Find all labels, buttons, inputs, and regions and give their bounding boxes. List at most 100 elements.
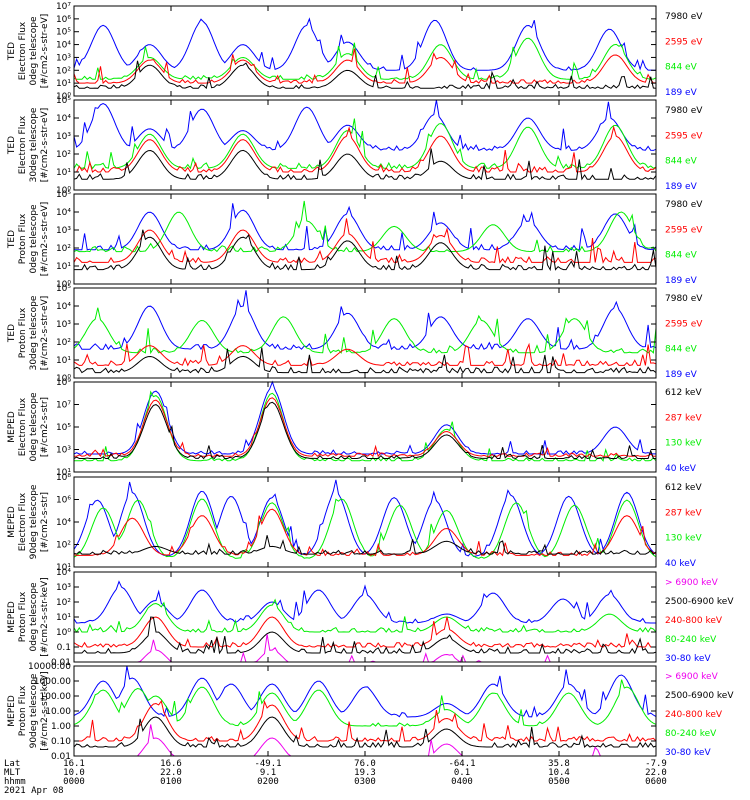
y-tick-label: 10³ (56, 53, 71, 63)
series-trace-1 (73, 99, 657, 152)
y-axis-label: Proton Flux (18, 213, 28, 264)
series-trace-2 (73, 307, 657, 355)
legend-entry: 7980 eV (665, 106, 703, 116)
footer-value: -7.9 (645, 759, 667, 769)
footer-row-label: 2021 Apr 08 (4, 786, 64, 796)
y-axis-label: Proton Flux (18, 591, 28, 642)
y-tick-label: 10¹ (56, 79, 71, 89)
legend-entry: 287 keV (665, 413, 702, 423)
footer-value: 0000 (63, 777, 85, 787)
series-trace-2 (73, 598, 657, 633)
chart-panel-5: 10¹ 10³ 10⁵ 10⁷ 10⁹ MEPED Electron Flux 0deg te… (7, 378, 702, 478)
y-axis-label: Proton Flux (18, 307, 28, 358)
series-trace-3 (73, 616, 656, 648)
y-axis-label: [#/cm2-s-str-eV] (40, 108, 50, 183)
y-tick-label: 10⁰ (56, 186, 71, 196)
footer-value: 0600 (645, 777, 667, 787)
series-trace-3 (73, 508, 657, 557)
y-tick-label: 10³ (56, 132, 71, 142)
y-axis-label: TED (7, 42, 17, 61)
y-axis-label: [#/cm2-s-str-eV] (40, 14, 50, 89)
y-tick-label: 10⁰ (56, 280, 71, 290)
y-axis-label: [#/cm2-s-str-eV] (40, 202, 50, 277)
y-tick-label: 10⁴ (56, 302, 71, 312)
y-axis-label: TED (7, 230, 17, 249)
y-tick-label: 1000.00 (34, 677, 71, 687)
y-axis-label: 0deg telescope (29, 16, 39, 86)
chart-panel-1: 10⁰ 10¹ 10² 10³ 10⁴ 10⁵ 10⁶ 10⁷ TED Electron Flux… (7, 2, 703, 102)
chart-panel-4: 10⁰ 10¹ 10² 10³ 10⁴ 10⁵ TED Proton Flux 30deg te… (7, 284, 703, 384)
legend-entry: 30-80 keV (665, 654, 711, 664)
y-axis-label: [#/cm2-s-str-keV] (40, 577, 50, 656)
y-tick-label: 0.01 (51, 752, 71, 762)
footer-value: 35.8 (548, 759, 570, 769)
y-axis-label: Proton Flux (18, 685, 28, 736)
footer-value: 0.1 (454, 768, 470, 778)
series-trace-1 (74, 203, 657, 251)
y-tick-label: 10¹ (56, 468, 71, 478)
footer-value: 0200 (257, 777, 279, 787)
y-tick-label: 10.00 (45, 707, 71, 717)
footer-value: 22.0 (160, 768, 182, 778)
y-axis-label: [#/cm2-s-str-keV] (40, 671, 50, 750)
legend-entry: 240-800 keV (665, 616, 723, 626)
series-trace-1 (73, 580, 656, 624)
series-trace-2 (73, 118, 657, 170)
series-trace-4 (73, 716, 657, 749)
legend-entry: 240-800 keV (665, 710, 723, 720)
legend-entry: 7980 eV (665, 294, 703, 304)
y-axis-label: [#/cm2-s-str] (40, 397, 50, 457)
legend-entry: 2500-6900 keV (665, 691, 734, 701)
footer-row-label: hhmm (4, 777, 26, 787)
series-trace-4 (74, 616, 657, 655)
legend-entry: 612 keV (665, 388, 702, 398)
y-tick-label: 0.01 (51, 658, 71, 668)
y-tick-label: 10¹ (56, 563, 71, 573)
y-tick-label: 10¹ (56, 356, 71, 366)
y-tick-label: 10⁰ (56, 374, 71, 384)
y-tick-label: 10¹ (56, 613, 71, 623)
series-trace-4 (74, 229, 657, 272)
legend-entry: 2595 eV (665, 131, 703, 141)
y-axis-label: 90deg telescope (29, 484, 39, 559)
legend-entry: 2595 eV (665, 37, 703, 47)
y-tick-label: 100.00 (40, 692, 72, 702)
legend-entry: 2500-6900 keV (665, 597, 734, 607)
series-trace-1 (73, 380, 656, 455)
series-trace-4 (73, 535, 657, 556)
legend-entry: 30-80 keV (665, 748, 711, 758)
panel-frame (73, 381, 657, 473)
y-axis-label: Electron Flux (18, 492, 28, 551)
legend-entry: 189 eV (665, 370, 698, 380)
y-axis-label: 30deg telescope (29, 295, 39, 370)
footer-value: 0400 (451, 777, 473, 787)
series-trace-1 (73, 290, 657, 351)
legend-entry: 40 keV (665, 464, 697, 474)
series-trace-3 (73, 218, 657, 264)
chart-panel-6: 10¹ 10² 10⁴ 10⁶ 10⁸ MEPED Electron Flux 90deg t… (7, 473, 702, 573)
legend-entry: 80-240 keV (665, 729, 717, 739)
chart-panel-3: 10⁰ 10¹ 10² 10³ 10⁴ 10⁵ TED Proton Flux 0deg tel… (7, 190, 703, 290)
footer-value: 16.1 (63, 759, 85, 769)
legend-entry: 189 eV (665, 182, 698, 192)
footer-value: 0300 (354, 777, 376, 787)
legend-entry: 189 eV (665, 88, 698, 98)
y-tick-label: 10¹ (56, 168, 71, 178)
series-trace-2 (73, 679, 657, 727)
y-tick-label: 10⁰ (56, 628, 71, 638)
series-trace-2 (73, 200, 657, 253)
series-trace-3 (73, 48, 657, 85)
y-axis-label: TED (7, 324, 17, 343)
series-trace-4 (73, 401, 656, 460)
y-tick-label: 10³ (56, 226, 71, 236)
footer-value: 22.0 (645, 768, 667, 778)
series-trace-2 (73, 37, 657, 81)
footer-value: -64.1 (448, 759, 475, 769)
y-tick-label: 10⁶ (56, 496, 71, 506)
y-tick-label: 0.1 (57, 643, 71, 653)
y-tick-label: 10³ (56, 320, 71, 330)
y-tick-label: 10⁷ (56, 401, 71, 411)
y-tick-label: 10⁵ (56, 190, 71, 200)
